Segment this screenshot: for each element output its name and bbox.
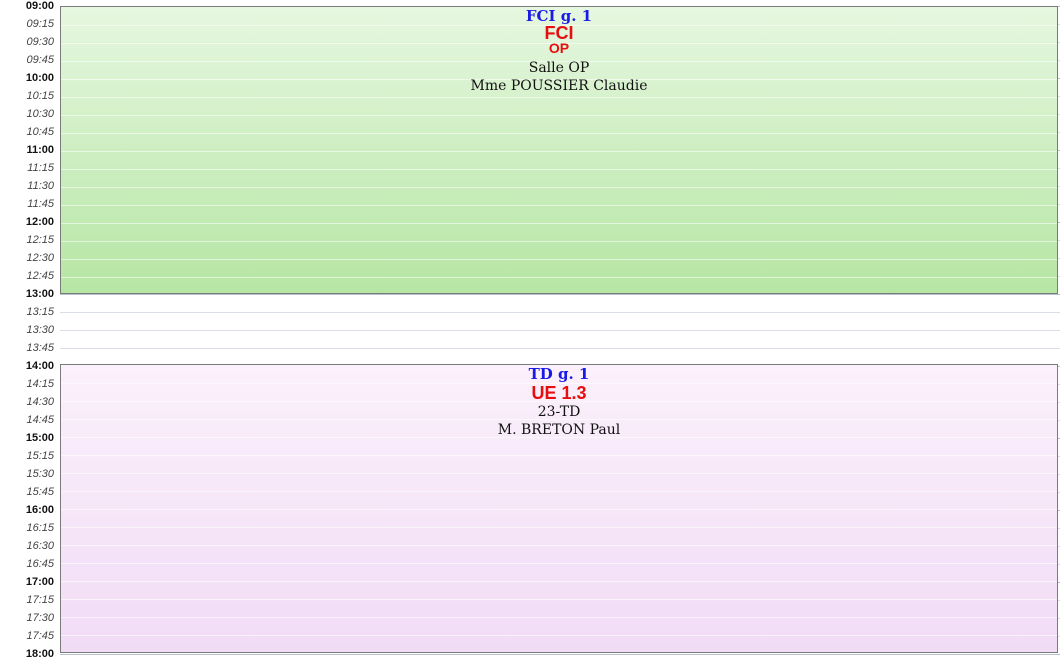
- time-label: 10:15: [26, 90, 54, 102]
- time-label: 09:30: [26, 36, 54, 48]
- event-stripe: [61, 599, 1057, 600]
- time-label: 11:15: [27, 162, 54, 174]
- event-room: Salle OP: [528, 60, 590, 76]
- event-group: TD g. 1: [528, 365, 590, 383]
- event-block-fci[interactable]: FCI g. 1 FCI OP Salle OP Mme POUSSIER Cl…: [60, 6, 1058, 294]
- event-stripe: [61, 151, 1057, 152]
- event-stripe: [61, 169, 1057, 170]
- grid-line: [60, 330, 1060, 331]
- time-label: 16:45: [26, 558, 54, 570]
- time-axis: 09:00 09:15 09:30 09:45 10:00 10:15 10:30 10:45…: [0, 0, 60, 666]
- event-stripe: [61, 491, 1057, 492]
- event-course: UE 1.3: [531, 383, 587, 403]
- time-label: 17:45: [26, 630, 54, 642]
- event-stripe: [61, 133, 1057, 134]
- event-stripe: [61, 259, 1057, 260]
- event-stripe: [61, 205, 1057, 206]
- event-stripe: [61, 473, 1057, 474]
- time-label: 12:30: [26, 252, 54, 264]
- event-stripe: [61, 635, 1057, 636]
- time-label: 16:15: [26, 522, 54, 534]
- time-label: 12:00: [25, 216, 54, 228]
- time-label: 09:00: [25, 0, 54, 12]
- event-teacher: M. BRETON Paul: [497, 422, 621, 438]
- event-content: FCI g. 1 FCI OP Salle OP Mme POUSSIER Cl…: [61, 7, 1057, 95]
- time-label: 16:30: [26, 540, 54, 552]
- time-label: 12:45: [26, 270, 54, 282]
- time-label: 13:30: [26, 324, 54, 336]
- time-label: 09:15: [26, 18, 54, 30]
- time-label: 10:45: [26, 126, 54, 138]
- event-stripe: [61, 241, 1057, 242]
- time-label: 15:00: [25, 432, 54, 444]
- time-label: 09:45: [26, 54, 54, 66]
- grid-line: [60, 654, 1060, 655]
- time-label: 11:00: [26, 144, 54, 156]
- grid-line: [60, 312, 1060, 313]
- time-label: 14:30: [26, 396, 54, 408]
- grid-line: [60, 294, 1060, 295]
- time-label: 14:15: [26, 378, 54, 390]
- time-label: 15:45: [26, 486, 54, 498]
- event-stripe: [61, 277, 1057, 278]
- event-teacher: Mme POUSSIER Claudie: [470, 78, 648, 94]
- event-stripe: [61, 617, 1057, 618]
- time-label: 10:00: [25, 72, 54, 84]
- event-stripe: [61, 563, 1057, 564]
- time-label: 17:30: [26, 612, 54, 624]
- time-label: 11:45: [27, 198, 54, 210]
- time-label: 13:45: [26, 342, 54, 354]
- event-course: FCI: [544, 23, 574, 43]
- time-label: 15:15: [26, 450, 54, 462]
- time-label: 15:30: [26, 468, 54, 480]
- time-label: 16:00: [25, 504, 54, 516]
- event-stripe: [61, 581, 1057, 582]
- time-label: 11:30: [27, 180, 54, 192]
- time-label: 13:15: [26, 306, 54, 318]
- event-stripe: [61, 97, 1057, 98]
- event-block-td[interactable]: TD g. 1 UE 1.3 23-TD M. BRETON Paul: [60, 364, 1058, 653]
- time-label: 17:15: [26, 594, 54, 606]
- time-label: 12:15: [26, 234, 54, 246]
- event-stripe: [61, 545, 1057, 546]
- event-stripe: [61, 187, 1057, 188]
- event-group: FCI g. 1: [525, 7, 593, 25]
- event-stripe: [61, 223, 1057, 224]
- event-course-sub: OP: [548, 40, 570, 56]
- time-label: 10:30: [26, 108, 54, 120]
- event-stripe: [61, 527, 1057, 528]
- event-stripe: [61, 115, 1057, 116]
- event-room: 23-TD: [537, 404, 581, 420]
- event-content: TD g. 1 UE 1.3 23-TD M. BRETON Paul: [61, 365, 1057, 439]
- time-label: 14:45: [26, 414, 54, 426]
- grid-line: [60, 348, 1060, 349]
- time-label: 13:00: [25, 288, 54, 300]
- time-label: 17:00: [25, 576, 54, 588]
- time-label: 18:00: [25, 648, 54, 660]
- time-label: 14:00: [25, 360, 54, 372]
- event-stripe: [61, 455, 1057, 456]
- event-stripe: [61, 509, 1057, 510]
